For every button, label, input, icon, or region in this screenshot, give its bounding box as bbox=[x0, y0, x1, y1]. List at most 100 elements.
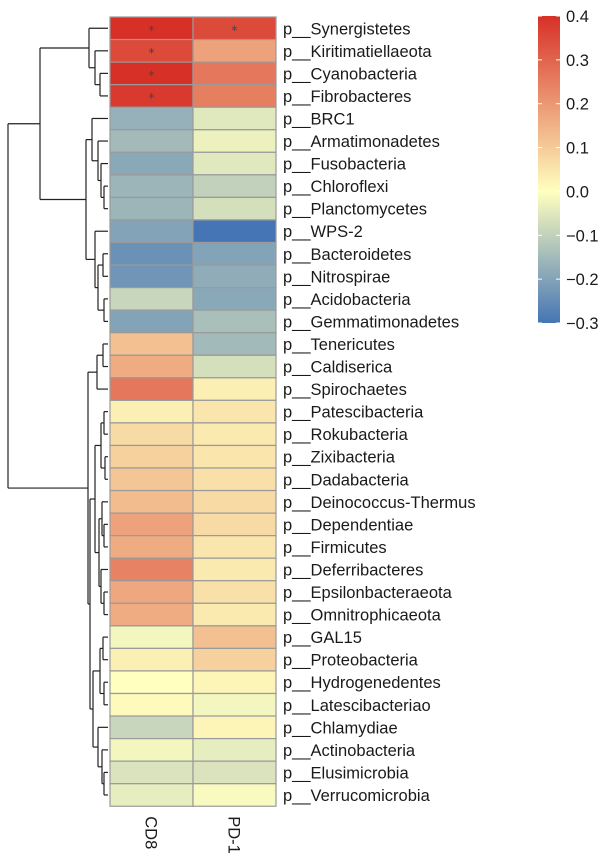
row-label-kiritimatiellaeota: p__Kiritimatiellaeota bbox=[283, 43, 432, 61]
color-legend-ticks: 0.4 0.3 0.2 0.1 0.0 −0.1 −0.2 −0.3 bbox=[538, 8, 599, 333]
cell-spirochaetes-pd-1 bbox=[192, 377, 277, 401]
row-label-dependentiae: p__Dependentiae bbox=[283, 516, 413, 534]
cell-fusobacteria-cd8 bbox=[109, 151, 194, 176]
cell-patescibacteria-cd8 bbox=[109, 399, 194, 424]
row-label-nitrospirae: p__Nitrospirae bbox=[283, 268, 390, 286]
cell-planctomycetes-pd-1 bbox=[192, 196, 277, 221]
cell-omnitrophicaeota-cd8 bbox=[109, 602, 194, 627]
cell-actinobacteria-pd-1 bbox=[192, 737, 277, 762]
cell-zixibacteria-pd-1 bbox=[192, 444, 277, 469]
row-label-wps-2: p__WPS-2 bbox=[283, 223, 363, 241]
legend-tick-label: −0.3 bbox=[566, 315, 599, 333]
legend-tick-label: 0.3 bbox=[566, 52, 589, 70]
row-label-planctomycetes: p__Planctomycetes bbox=[283, 201, 427, 219]
cell-dadabacteria-pd-1 bbox=[192, 467, 277, 492]
row-label-caldiserica: p__Caldiserica bbox=[283, 359, 393, 377]
cell-hydrogenedentes-cd8 bbox=[109, 670, 194, 695]
cell-bacteroidetes-pd-1 bbox=[192, 241, 277, 266]
cell-caldiserica-cd8 bbox=[109, 354, 194, 379]
cell-dependentiae-pd-1 bbox=[192, 512, 277, 537]
row-label-latescibacteriao: p__Latescibacteriao bbox=[283, 697, 431, 715]
row-label-rokubacteria: p__Rokubacteria bbox=[283, 426, 409, 444]
significance-markers: * * * * * bbox=[149, 23, 238, 105]
legend-tick-label: 0.1 bbox=[566, 140, 589, 158]
row-label-patescibacteria: p__Patescibacteria bbox=[283, 404, 424, 422]
row-dendrogram bbox=[7, 27, 108, 796]
cell-epsilonbacteraeota-pd-1 bbox=[192, 580, 277, 604]
row-label-epsilonbacteraeota: p__Epsilonbacteraeota bbox=[283, 584, 453, 602]
cell-wps-2-cd8 bbox=[109, 219, 194, 244]
cell-caldiserica-pd-1 bbox=[192, 354, 277, 379]
cell-brc1-pd-1 bbox=[192, 106, 277, 131]
row-label-chlamydiae: p__Chlamydiae bbox=[283, 719, 398, 737]
row-label-cyanobacteria: p__Cyanobacteria bbox=[283, 65, 418, 83]
cell-spirochaetes-cd8 bbox=[109, 377, 194, 401]
legend-tick-label: −0.2 bbox=[566, 271, 599, 289]
cell-rokubacteria-cd8 bbox=[109, 422, 194, 447]
cell-chloroflexi-pd-1 bbox=[192, 174, 277, 199]
cell-epsilonbacteraeota-cd8 bbox=[109, 580, 194, 604]
row-label-firmicutes: p__Firmicutes bbox=[283, 539, 387, 557]
row-label-actinobacteria: p__Actinobacteria bbox=[283, 742, 416, 760]
cell-latescibacteriao-cd8 bbox=[109, 692, 194, 717]
cell-deferribacteres-pd-1 bbox=[192, 557, 277, 582]
cell-elusimicrobia-pd-1 bbox=[192, 760, 277, 785]
cell-proteobacteria-pd-1 bbox=[192, 647, 277, 672]
cell-chloroflexi-cd8 bbox=[109, 174, 194, 199]
cell-actinobacteria-cd8 bbox=[109, 737, 194, 762]
cell-latescibacteriao-pd-1 bbox=[192, 692, 277, 717]
cell-chlamydiae-cd8 bbox=[109, 715, 194, 740]
row-label-brc1: p__BRC1 bbox=[283, 110, 355, 128]
cell-rokubacteria-pd-1 bbox=[192, 422, 277, 447]
row-label-deferribacteres: p__Deferribacteres bbox=[283, 561, 423, 579]
column-labels: CD8 PD-1 bbox=[142, 816, 243, 854]
cell-fusobacteria-pd-1 bbox=[192, 151, 277, 176]
cell-chlamydiae-pd-1 bbox=[192, 715, 277, 740]
row-label-acidobacteria: p__Acidobacteria bbox=[283, 291, 411, 309]
cell-acidobacteria-cd8 bbox=[109, 287, 194, 311]
cell-tenericutes-pd-1 bbox=[192, 332, 277, 356]
row-label-gemmatimonadetes: p__Gemmatimonadetes bbox=[283, 313, 459, 331]
row-label-gal15: p__GAL15 bbox=[283, 629, 362, 647]
row-label-synergistetes: p__Synergistetes bbox=[283, 20, 411, 38]
legend-tick-label: 0.0 bbox=[566, 183, 589, 201]
cell-zixibacteria-cd8 bbox=[109, 444, 194, 469]
row-label-tenericutes: p__Tenericutes bbox=[283, 336, 395, 354]
row-label-hydrogenedentes: p__Hydrogenedentes bbox=[283, 674, 441, 692]
heatmap-cells bbox=[109, 16, 277, 807]
cell-proteobacteria-cd8 bbox=[109, 647, 194, 672]
row-label-bacteroidetes: p__Bacteroidetes bbox=[283, 246, 411, 264]
row-label-verrucomicrobia: p__Verrucomicrobia bbox=[283, 787, 431, 805]
column-label-cd8: CD8 bbox=[142, 816, 160, 849]
color-legend-bar bbox=[538, 16, 560, 323]
cell-bacteroidetes-cd8 bbox=[109, 241, 194, 266]
cell-gemmatimonadetes-cd8 bbox=[109, 309, 194, 334]
cell-gal15-pd-1 bbox=[192, 625, 277, 649]
row-label-fibrobacteres: p__Fibrobacteres bbox=[283, 88, 411, 106]
significance-star-kiritimatiellaeota-cd8: * bbox=[149, 46, 155, 60]
cell-wps-2-pd-1 bbox=[192, 219, 277, 244]
row-labels: p__Synergistetes p__Kiritimatiellaeota p__… bbox=[283, 20, 476, 805]
significance-star-cyanobacteria-cd8: * bbox=[149, 68, 155, 82]
cell-deinococcus-thermus-pd-1 bbox=[192, 489, 277, 514]
row-label-elusimicrobia: p__Elusimicrobia bbox=[283, 764, 409, 782]
row-label-dadabacteria: p__Dadabacteria bbox=[283, 471, 409, 489]
cell-firmicutes-pd-1 bbox=[192, 535, 277, 559]
legend-tick-label: 0.4 bbox=[566, 8, 589, 26]
cell-omnitrophicaeota-pd-1 bbox=[192, 602, 277, 627]
row-label-proteobacteria: p__Proteobacteria bbox=[283, 652, 419, 670]
cell-kiritimatiellaeota-pd-1 bbox=[192, 38, 277, 63]
cell-patescibacteria-pd-1 bbox=[192, 399, 277, 424]
row-label-spirochaetes: p__Spirochaetes bbox=[283, 381, 407, 399]
color-legend: 0.4 0.3 0.2 0.1 0.0 −0.1 −0.2 −0.3 bbox=[538, 8, 599, 333]
column-label-pd-1: PD-1 bbox=[225, 816, 243, 854]
cell-armatimonadetes-cd8 bbox=[109, 129, 194, 153]
cell-nitrospirae-cd8 bbox=[109, 264, 194, 289]
cell-acidobacteria-pd-1 bbox=[192, 287, 277, 311]
cell-fibrobacteres-pd-1 bbox=[192, 84, 277, 108]
row-label-armatimonadetes: p__Armatimonadetes bbox=[283, 133, 440, 151]
cell-planctomycetes-cd8 bbox=[109, 196, 194, 221]
cell-hydrogenedentes-pd-1 bbox=[192, 670, 277, 695]
cell-dadabacteria-cd8 bbox=[109, 467, 194, 492]
